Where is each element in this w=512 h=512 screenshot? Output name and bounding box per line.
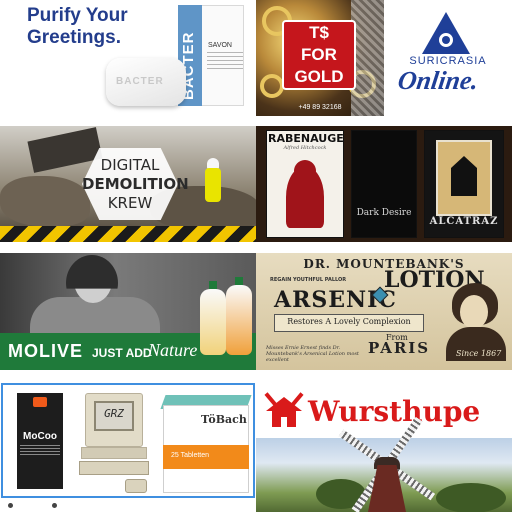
- tablet-box-brand: TöBach: [201, 413, 247, 426]
- soap-bar-emboss: BACTER: [116, 76, 164, 87]
- coffee-pack-brand: MoCoo: [23, 431, 57, 442]
- wursthupe-title: Wursthupe: [308, 395, 481, 428]
- tablet-box-band: [163, 445, 249, 469]
- molive-brand: MOLIVE: [8, 341, 84, 361]
- soap-bottle: [226, 285, 252, 355]
- ad-products-selected[interactable]: MoCoo GRZ TöBach 25 Tabletten: [1, 383, 255, 498]
- girl-figure: [30, 297, 160, 333]
- gold-ring-icon: [260, 74, 284, 98]
- soap-bottle: [200, 289, 226, 355]
- soap-bar: [106, 58, 186, 106]
- rubble-pile: [0, 176, 90, 226]
- pump-icon: [235, 277, 243, 287]
- poster-dark-desire: [351, 130, 417, 238]
- bacter-headline: Purify Your Greetings.: [27, 5, 128, 48]
- gold-sign-text: T$ FOR GOLD: [294, 23, 344, 86]
- poster-rabenauge-subtitle: Alfred Hitchcock: [283, 145, 327, 151]
- ad-arsenic-lotion[interactable]: DR. MOUNTEBANK'S REGAIN YOUTHFUL PALLOR …: [256, 253, 512, 370]
- pack-logo-icon: [33, 397, 47, 407]
- tree-shape: [436, 483, 506, 512]
- eye-pupil: [442, 36, 450, 44]
- gold-sign: [282, 20, 356, 90]
- hardhat-icon: [207, 158, 219, 169]
- windmill-logo-door: [281, 417, 287, 427]
- mouse-icon: [125, 479, 147, 493]
- worker-figure: [205, 168, 221, 202]
- lotion-since: Since 1867: [456, 349, 502, 358]
- ad-suricrasia-online[interactable]: SURICRASIA Online.: [384, 0, 512, 116]
- computer-screen: [94, 401, 134, 431]
- soap-box-type: SAVON: [208, 42, 232, 49]
- lotion-maker: DR. MOUNTEBANK'S: [303, 257, 465, 271]
- lotion-claims: REGAIN YOUTHFUL PALLOR: [270, 277, 347, 283]
- lady-dress: [446, 327, 506, 361]
- demolition-badge: [82, 148, 178, 220]
- lotion-testimonial: Misses Ernie Ernest finds Dr. Mountebank…: [266, 345, 359, 363]
- lotion-banner: [274, 314, 424, 332]
- bottom-strip: [0, 498, 256, 512]
- decorative-dot: [8, 503, 13, 508]
- silhouette-figure: [286, 166, 324, 228]
- coffee-pack-fineprint: [20, 445, 60, 457]
- soap-box-fineprint: [207, 52, 243, 70]
- ad-wursthupe[interactable]: Wursthupe: [256, 383, 512, 512]
- computer-screen-text: GRZ: [104, 407, 124, 420]
- poster-dark-desire-title: Dark Desire: [356, 208, 412, 218]
- poster-alcatraz-title: ALCATRAZ: [429, 216, 499, 227]
- lotion-from: From: [386, 333, 408, 342]
- demolition-badge-text: DIGITAL DEMOLITION KREW: [82, 156, 189, 212]
- ad-bacter-soap[interactable]: Purify Your Greetings. BACTER SAVON BACT…: [0, 0, 256, 116]
- lady-portrait: [460, 295, 488, 329]
- suricrasia-tagline: Online.: [396, 66, 481, 95]
- suricrasia-name: SURICRASIA: [409, 55, 487, 67]
- keyboard-icon: [79, 461, 149, 475]
- poster-rabenauge-title: RABENAUGE: [268, 132, 344, 145]
- decorative-dot: [52, 503, 57, 508]
- caution-stripe: [0, 226, 256, 242]
- lotion-banner-text: Restores A Lovely Complexion: [287, 317, 411, 326]
- ad-movie-posters[interactable]: RABENAUGE Alfred Hitchcock Dark Desire A…: [256, 126, 512, 242]
- coffee-pack: [17, 393, 63, 489]
- pump-icon: [209, 281, 217, 291]
- ad-molive[interactable]: MOLIVE JUST ADD Nature: [0, 253, 256, 370]
- molive-slogan-script: Nature: [148, 340, 198, 360]
- lotion-city: PARIS: [368, 339, 431, 357]
- tablet-box-label: 25 Tabletten: [171, 452, 210, 459]
- chain-texture: [351, 0, 384, 116]
- ad-cash-for-gold[interactable]: T$ FOR GOLD +49 89 32168: [256, 0, 384, 116]
- gold-phone: +49 89 32168: [298, 104, 342, 111]
- ad-digital-demolition-krew[interactable]: DIGITAL DEMOLITION KREW: [0, 126, 256, 242]
- computer-base: [81, 447, 147, 459]
- windmill-logo-roof: [266, 397, 302, 411]
- molive-slogan: JUST ADD: [92, 346, 152, 360]
